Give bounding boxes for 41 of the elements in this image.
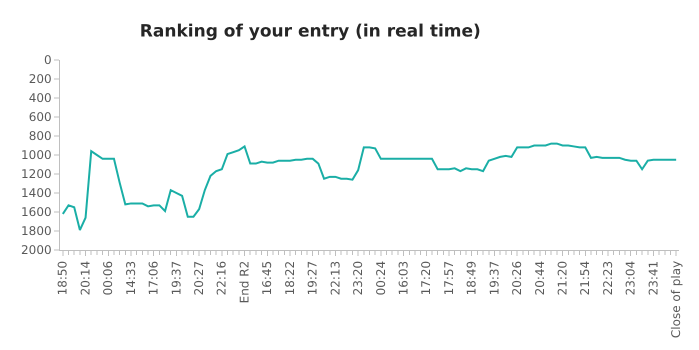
y-tick-label: 200 [28,72,52,86]
x-tick-label: 19:37 [487,260,502,296]
x-tick-label: 20:27 [192,260,206,296]
x-tick-label: 14:33 [124,260,138,296]
x-tick-label: 17:06 [146,260,161,296]
x-tick-label: 22:16 [214,260,229,296]
x-tick-label: 00:06 [101,260,116,296]
chart-title: Ranking of your entry (in real time) [140,21,481,42]
x-tick-label: 22:23 [600,260,615,296]
y-tick-label: 400 [28,91,52,106]
y-tick-label: 600 [28,110,52,124]
x-tick-label: 23:04 [624,260,638,296]
x-tick-label: 23:20 [351,260,366,296]
x-tick-label: 20:14 [78,260,92,296]
line-series [62,142,678,232]
x-tick-label: 22:13 [328,260,342,296]
x-tick-label: Close of play [669,260,684,338]
x-tick-label: 16:03 [396,260,410,296]
x-tick-label: 23:41 [646,260,660,296]
y-tick-label: 0 [44,53,52,68]
x-tick-label: 16:45 [260,260,274,296]
x-tick-label: End R2 [237,260,252,304]
y-tick-label: 800 [28,129,52,144]
x-tick-label: 17:57 [442,260,456,296]
y-tick-label: 1400 [21,186,52,200]
x-tick-label: 20:44 [532,260,547,296]
x-tick-label: 19:37 [169,260,184,296]
y-tick-label: 1200 [21,167,52,182]
y-tick-label: 1800 [21,224,52,238]
x-tick-label: 18:50 [56,260,70,296]
x-tick-label: 21:54 [578,260,592,296]
x-tick-label: 19:27 [306,260,320,296]
y-tick-label: 1600 [21,205,52,220]
x-tick-label: 21:20 [555,260,570,296]
x-tick-label: 18:49 [464,260,479,296]
x-tick-label: 17:20 [419,260,434,296]
x-tick-label: 00:24 [374,260,388,296]
y-tick-label: 1000 [21,148,52,162]
y-tick-label: 2000 [21,243,52,258]
x-tick-label: 18:22 [282,260,297,296]
x-tick-label: 20:26 [510,260,524,296]
